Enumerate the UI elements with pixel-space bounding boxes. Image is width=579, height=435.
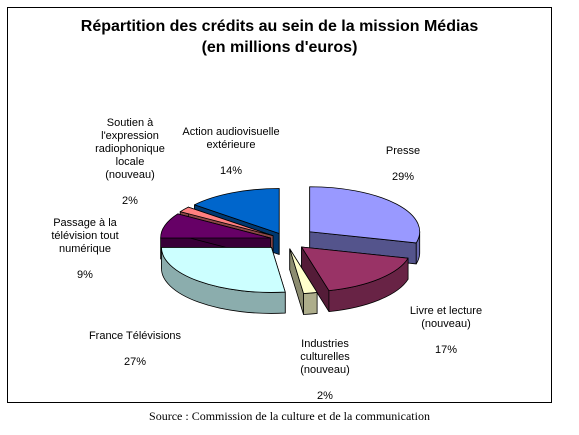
pie-slice-industries-culturelles [289, 248, 318, 315]
slice-top-presse [309, 186, 421, 244]
slice-top-action-audiovisuelle [194, 188, 280, 234]
slice-top-passage-tnt [160, 213, 272, 239]
slice-label-passage-tnt-value: 9% [77, 269, 93, 281]
slice-top-livre-lecture [301, 246, 409, 291]
pie-slice-livre-lecture [301, 246, 409, 312]
slice-label-livre-lecture: Livre et lecture (nouveau) 17% [386, 292, 506, 357]
slice-label-france-televisions-value: 27% [123, 356, 147, 368]
slice-label-action-audiovisuelle: Action audiovisuelle extérieure 14% [171, 113, 291, 178]
slice-top-france-televisions [161, 247, 286, 293]
slice-label-livre-lecture-name: Livre et lecture (nouveau) [409, 305, 483, 330]
slice-label-industries-culturelles-value: 2% [317, 390, 333, 402]
chart-title: Répartition des crédits au sein de la mi… [80, 18, 479, 56]
slice-rim-industries-culturelles [303, 292, 318, 315]
slice-label-presse: Presse 29% [358, 132, 448, 184]
slice-label-action-audiovisuelle-name: Action audiovisuelle extérieure [182, 126, 280, 151]
slice-label-livre-lecture-value: 17% [434, 344, 458, 356]
slice-label-action-audiovisuelle-value: 14% [219, 165, 243, 177]
slice-label-soutien-radiophonique-name: Soutien à l'expression radiophonique loc… [95, 117, 165, 181]
slice-label-france-televisions-name: France Télévisions [88, 330, 182, 342]
slice-label-presse-value: 29% [391, 171, 415, 183]
slice-label-industries-culturelles: Industries culturelles (nouveau) 2% [280, 325, 370, 403]
slice-label-passage-tnt: Passage à la télévision tout numérique 9… [35, 204, 135, 282]
chart-frame: Répartition des crédits au sein de la mi… [7, 7, 552, 403]
slice-label-presse-name: Presse [385, 145, 421, 157]
slice-label-soutien-radiophonique-value: 2% [122, 195, 138, 207]
slice-top-soutien-radiophonique [179, 206, 274, 237]
slice-top-industries-culturelles [289, 248, 318, 294]
chart-source: Source : Commission de la culture et de … [149, 409, 430, 423]
slice-label-passage-tnt-name: Passage à la télévision tout numérique [51, 217, 119, 255]
slice-label-soutien-radiophonique: Soutien à l'expression radiophonique loc… [85, 104, 175, 208]
slice-label-industries-culturelles-name: Industries culturelles (nouveau) [300, 338, 350, 376]
pie-chart [160, 186, 421, 315]
slice-label-france-televisions: France Télévisions 27% [70, 317, 200, 369]
pie-slice-france-televisions [161, 247, 286, 314]
